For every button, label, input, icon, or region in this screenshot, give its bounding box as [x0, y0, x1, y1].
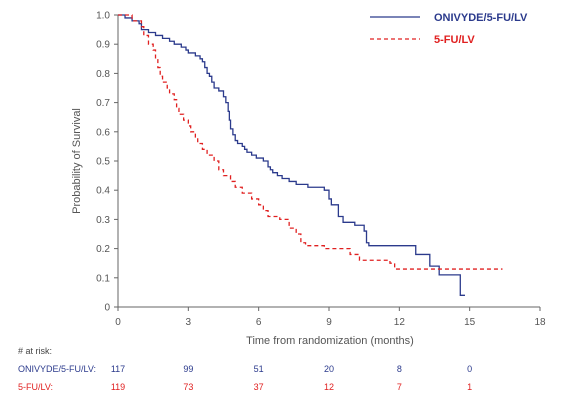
axes — [117, 15, 540, 308]
at-risk-value: 1 — [467, 382, 472, 392]
at-risk-value: 119 — [111, 382, 125, 392]
fu-lv-survival-curve — [118, 14, 503, 270]
at-risk-value: 51 — [254, 364, 264, 374]
y-tick-label: 0.1 — [96, 273, 110, 284]
y-axis-ticks: 0 0.1 0.2 0.3 0.4 0.5 0.6 0.7 0.8 0.9 1.0 — [96, 11, 118, 314]
at-risk-value: 8 — [397, 364, 402, 374]
at-risk-row-label: 5-FU/LV: — [18, 382, 53, 392]
x-tick-label: 18 — [534, 317, 546, 328]
y-tick-label: 0.4 — [96, 186, 110, 197]
onivyde-survival-curve — [118, 14, 465, 296]
y-tick-label: 0.6 — [96, 127, 110, 138]
at-risk-value: 73 — [183, 382, 193, 392]
x-axis-label: Time from randomization (months) — [246, 335, 414, 347]
y-tick-label: 0.3 — [96, 215, 110, 226]
y-tick-label: 0.8 — [96, 69, 110, 80]
at-risk-value: 12 — [324, 382, 334, 392]
y-tick-label: 0.9 — [96, 40, 110, 51]
legend: ONIVYDE/5-FU/LV 5-FU/LV — [370, 12, 528, 46]
x-tick-label: 0 — [115, 317, 121, 328]
y-tick-label: 0.7 — [96, 98, 110, 109]
at-risk-value: 37 — [254, 382, 264, 392]
x-axis-ticks: 0 3 6 9 12 15 18 — [115, 307, 546, 328]
y-tick-label: 1.0 — [96, 11, 110, 22]
at-risk-value: 20 — [324, 364, 334, 374]
at-risk-title: # at risk: — [18, 346, 52, 356]
at-risk-row-label: ONIVYDE/5-FU/LV: — [18, 364, 96, 374]
y-tick-label: 0.2 — [96, 244, 110, 255]
at-risk-value: 0 — [467, 364, 472, 374]
y-axis-label: Probability of Survival — [71, 108, 83, 214]
x-tick-label: 6 — [256, 317, 262, 328]
x-tick-label: 3 — [186, 317, 192, 328]
legend-label: ONIVYDE/5-FU/LV — [434, 12, 528, 24]
survival-curves — [118, 14, 503, 296]
y-tick-label: 0.5 — [96, 157, 110, 168]
at-risk-value: 117 — [111, 364, 125, 374]
x-tick-label: 15 — [464, 317, 476, 328]
at-risk-table: # at risk: ONIVYDE/5-FU/LV: 117 99 51 20 8 0 5-F… — [18, 346, 472, 392]
at-risk-value: 99 — [183, 364, 193, 374]
at-risk-value: 7 — [397, 382, 402, 392]
y-tick-label: 0 — [104, 303, 110, 314]
x-tick-label: 12 — [394, 317, 406, 328]
legend-label: 5-FU/LV — [434, 34, 475, 46]
x-tick-label: 9 — [326, 317, 332, 328]
